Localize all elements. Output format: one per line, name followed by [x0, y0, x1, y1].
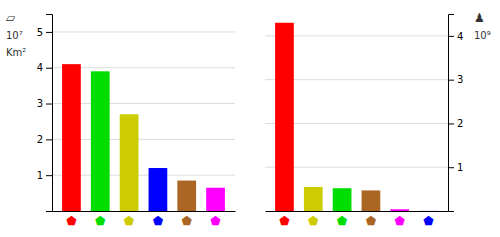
tick-mark [448, 36, 454, 37]
tick-mark [448, 123, 454, 124]
y-tick: 3 [37, 98, 52, 109]
bar [390, 209, 409, 211]
bar [275, 23, 294, 211]
bar [419, 210, 438, 211]
tick-label: 2 [37, 134, 43, 145]
x-tick: ⬟ [66, 214, 77, 228]
category-icon: ⬟ [337, 214, 348, 228]
y-axis: 1 2 3 4 [448, 15, 463, 212]
tick-mark [448, 167, 454, 168]
y-tick: 4 [448, 31, 463, 42]
category-icon: ⬟ [95, 214, 106, 228]
x-tick: ⬟ [210, 214, 221, 228]
bars [275, 23, 438, 211]
y-tick: 3 [448, 74, 463, 85]
x-tick: ⬟ [95, 214, 106, 228]
bar [362, 190, 381, 211]
y-tick: 4 [37, 62, 52, 73]
y-tick: 5 [37, 27, 52, 38]
axis-line [266, 211, 449, 212]
annotation: 10⁹ [474, 30, 491, 41]
category-icon: ⬟ [66, 214, 77, 228]
x-tick: ⬟ [279, 214, 290, 228]
category-icon: ⬟ [395, 214, 406, 228]
y-tick: 2 [448, 118, 463, 129]
tick-label: 2 [457, 118, 463, 129]
annotation: Km² [6, 47, 26, 58]
tick-label: 4 [37, 62, 43, 73]
bar [62, 64, 81, 211]
bars [62, 64, 225, 211]
y-tick: 1 [37, 170, 52, 181]
category-icon: ⬟ [153, 214, 164, 228]
x-tick: ⬟ [308, 214, 319, 228]
bar [333, 188, 352, 211]
annotation: ▱ [6, 11, 16, 25]
category-icon: ⬟ [124, 214, 135, 228]
bar [177, 181, 196, 211]
tick-label: 5 [37, 27, 43, 38]
x-tick: ⬟ [366, 214, 377, 228]
tick-mark [46, 175, 52, 176]
axis-line [53, 211, 236, 212]
annotations: ♟ 10⁹ [474, 11, 491, 41]
bar [206, 188, 225, 211]
tick-mark [46, 68, 52, 69]
plot: 1 2 3 4 5 ⬟ ⬟ ⬟ ⬟ ⬟ ⬟ ▱ 10⁷ Km² [6, 11, 236, 228]
category-icon: ⬟ [366, 214, 377, 228]
annotations: ▱ 10⁷ Km² [6, 11, 26, 58]
category-icon: ⬟ [182, 214, 193, 228]
x-axis: ⬟ ⬟ ⬟ ⬟ ⬟ ⬟ [266, 212, 449, 228]
tick-mark [448, 80, 454, 81]
category-icon: ⬟ [210, 214, 221, 228]
tick-label: 1 [37, 170, 43, 181]
plot: 1 2 3 4 ⬟ ⬟ ⬟ ⬟ ⬟ ⬟ ♟ 10⁹ [265, 11, 491, 228]
tick-label: 3 [37, 98, 43, 109]
annotation: 10⁷ [6, 30, 23, 41]
x-tick: ⬟ [423, 214, 434, 228]
chart-svg: 1 2 3 4 5 ⬟ ⬟ ⬟ ⬟ ⬟ ⬟ ▱ 10⁷ Km² 1 2 3 4 ⬟ ⬟ ⬟ ⬟ ⬟ ⬟ ♟ 10⁹ [0, 0, 500, 237]
axis-line [46, 15, 53, 212]
x-tick: ⬟ [153, 214, 164, 228]
x-tick: ⬟ [395, 214, 406, 228]
x-tick: ⬟ [337, 214, 348, 228]
tick-label: 1 [457, 162, 463, 173]
axis-line [449, 15, 455, 212]
bar [149, 168, 168, 211]
category-icon: ⬟ [308, 214, 319, 228]
tick-mark [46, 139, 52, 140]
tick-label: 4 [457, 31, 463, 42]
bar [304, 187, 323, 211]
tick-label: 3 [457, 74, 463, 85]
category-icon: ⬟ [423, 214, 434, 228]
y-tick: 1 [448, 162, 463, 173]
y-axis: 1 2 3 4 5 [37, 15, 53, 212]
annotation: ♟ [474, 11, 485, 25]
tick-mark [46, 32, 52, 33]
bar [91, 71, 110, 211]
x-tick: ⬟ [124, 214, 135, 228]
category-icon: ⬟ [279, 214, 290, 228]
chart-container: 1 2 3 4 5 ⬟ ⬟ ⬟ ⬟ ⬟ ⬟ ▱ 10⁷ Km² 1 2 3 4 ⬟ ⬟ ⬟ ⬟ ⬟ ⬟ ♟ 10⁹ [0, 0, 500, 237]
bar [120, 114, 139, 211]
grid-line [52, 31, 235, 32]
tick-mark [46, 104, 52, 105]
y-tick: 2 [37, 134, 52, 145]
x-axis: ⬟ ⬟ ⬟ ⬟ ⬟ ⬟ [53, 212, 236, 228]
x-tick: ⬟ [182, 214, 193, 228]
